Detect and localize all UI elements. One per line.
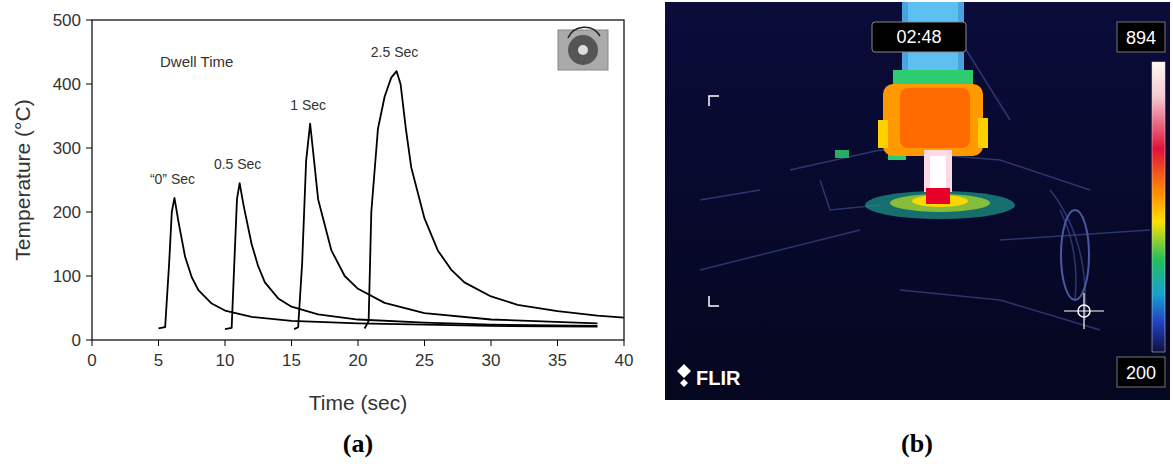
x-tick-label: 20	[349, 351, 368, 370]
series-label: 1 Sec	[290, 97, 326, 113]
series-line	[225, 183, 597, 329]
x-tick	[491, 340, 492, 346]
x-tick	[557, 340, 558, 346]
crosshair	[1083, 293, 1084, 329]
icon-arrow	[568, 27, 600, 38]
y-tick	[86, 340, 92, 341]
x-tick-label: 35	[548, 351, 567, 370]
bracket	[709, 296, 719, 306]
brand: FLIR	[696, 367, 741, 389]
x-tick	[624, 340, 625, 346]
y-tick-label: 200	[53, 203, 81, 222]
x-tick	[92, 340, 93, 346]
x-tick-label: 0	[87, 351, 96, 370]
x-tick-label: 10	[216, 351, 235, 370]
outline	[700, 190, 760, 200]
x-tick-label: 25	[415, 351, 434, 370]
thermal-image: 02:48 894 200 FLIR	[665, 2, 1170, 400]
y-tick	[86, 212, 92, 213]
outline	[790, 150, 1090, 190]
icon-box	[558, 30, 608, 70]
x-tick	[225, 340, 226, 346]
x-tick	[291, 340, 292, 346]
bracket	[709, 96, 719, 106]
holder	[893, 70, 973, 84]
plot-lines	[159, 71, 625, 329]
scale-max: 894	[1126, 28, 1156, 48]
y-axis-title: Temperature (°C)	[11, 99, 34, 260]
series-label: 0.5 Sec	[214, 156, 261, 172]
scale-box	[1117, 22, 1165, 52]
y-tick	[86, 276, 92, 277]
holder	[978, 118, 988, 148]
x-tick-label: 30	[482, 351, 501, 370]
annotation: Dwell Time	[160, 53, 233, 70]
plot-frame	[92, 20, 624, 340]
timestamp: 02:48	[896, 27, 941, 47]
holder	[883, 84, 983, 156]
series-label: “0” Sec	[150, 171, 195, 187]
inset-icon	[558, 27, 608, 70]
panel-label: (b)	[901, 429, 933, 458]
x-tick	[158, 340, 159, 346]
y-tick	[86, 84, 92, 85]
colorbar	[1152, 62, 1165, 352]
icon-disc	[568, 35, 598, 65]
series-line	[294, 124, 597, 329]
tool	[924, 150, 952, 192]
x-tick-label: 5	[154, 351, 163, 370]
y-tick-label: 500	[53, 11, 81, 30]
x-axis-title: Time (sec)	[309, 391, 407, 414]
scale-min: 200	[1126, 363, 1156, 383]
x-tick	[358, 340, 359, 346]
holder	[878, 120, 888, 148]
icon-core	[578, 45, 588, 55]
series-line	[365, 71, 624, 328]
holder	[900, 88, 970, 148]
series-line	[159, 198, 598, 329]
tool-tip	[926, 188, 950, 204]
y-tick-label: 100	[53, 267, 81, 286]
x-tick	[424, 340, 425, 346]
tool	[930, 156, 946, 188]
y-tick-label: 300	[53, 139, 81, 158]
panel-label: (a)	[343, 429, 373, 458]
y-tick	[86, 148, 92, 149]
x-tick-label: 15	[282, 351, 301, 370]
outline	[700, 230, 860, 270]
hot-spot	[835, 150, 849, 158]
x-tick-label: 40	[615, 351, 634, 370]
y-tick	[86, 20, 92, 21]
image-ground	[665, 2, 1170, 400]
y-tick-label: 0	[72, 331, 81, 350]
outline	[1060, 210, 1076, 300]
logo-mark	[677, 364, 691, 387]
timestamp-box	[872, 22, 966, 52]
figure: 05101520253035400100200300400500Time (se…	[0, 0, 1173, 464]
y-tick-label: 400	[53, 75, 81, 94]
outline	[1050, 190, 1086, 320]
scale-box	[1117, 357, 1165, 387]
series-label: 2.5 Sec	[371, 44, 418, 60]
outline	[1061, 210, 1089, 300]
